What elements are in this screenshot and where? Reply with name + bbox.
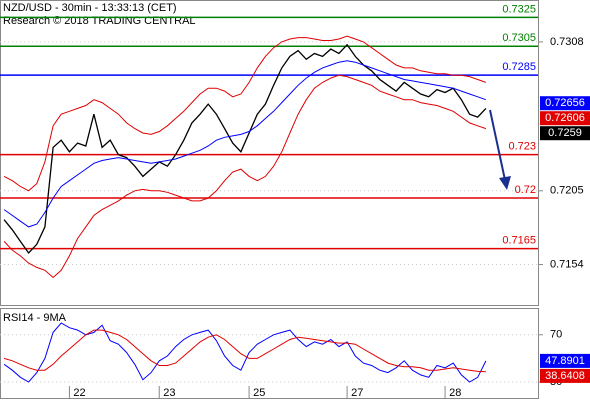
x-tick-label: 25 <box>253 387 265 399</box>
rsi-title: RSI14 - 9MA <box>3 312 67 324</box>
y-tick-label: 70 <box>550 329 562 341</box>
level-label: 0.72 <box>515 184 536 196</box>
level-label: 0.7325 <box>502 3 536 15</box>
price-box-label: 0.72606 <box>545 112 585 124</box>
level-label: 0.7285 <box>502 61 536 73</box>
x-tick-label: 27 <box>351 387 363 399</box>
price-box <box>540 96 590 111</box>
series-line <box>3 35 487 192</box>
y-tick-label: 0.7154 <box>550 258 584 270</box>
x-tick-label: 23 <box>163 387 175 399</box>
series-line <box>3 322 487 383</box>
price-box <box>540 353 590 368</box>
series-line <box>3 43 487 255</box>
series-line <box>3 60 487 228</box>
level-label: 0.723 <box>508 141 536 153</box>
price-box <box>540 126 590 141</box>
price-box <box>540 111 590 126</box>
price-box-label: 47.8901 <box>545 355 585 367</box>
level-label: 0.7305 <box>502 32 536 44</box>
y-tick-label: 0.7308 <box>550 36 584 48</box>
series-line <box>3 329 486 373</box>
price-box-label: 0.7259 <box>548 127 582 139</box>
series-line <box>3 74 487 279</box>
price-box-label: 38.6408 <box>545 370 585 382</box>
level-label: 0.7165 <box>502 235 536 247</box>
x-tick-label: 22 <box>73 387 85 399</box>
x-tick-label: 28 <box>449 387 461 399</box>
forecast-arrow <box>489 109 511 190</box>
y-tick-label: 0.7205 <box>550 185 584 197</box>
price-box <box>540 368 590 383</box>
rsi-panel <box>0 308 539 399</box>
price-box-label: 0.72656 <box>545 97 585 109</box>
chart-title: NZD/USD - 30min - 13:33:13 (CET) <box>3 2 177 14</box>
